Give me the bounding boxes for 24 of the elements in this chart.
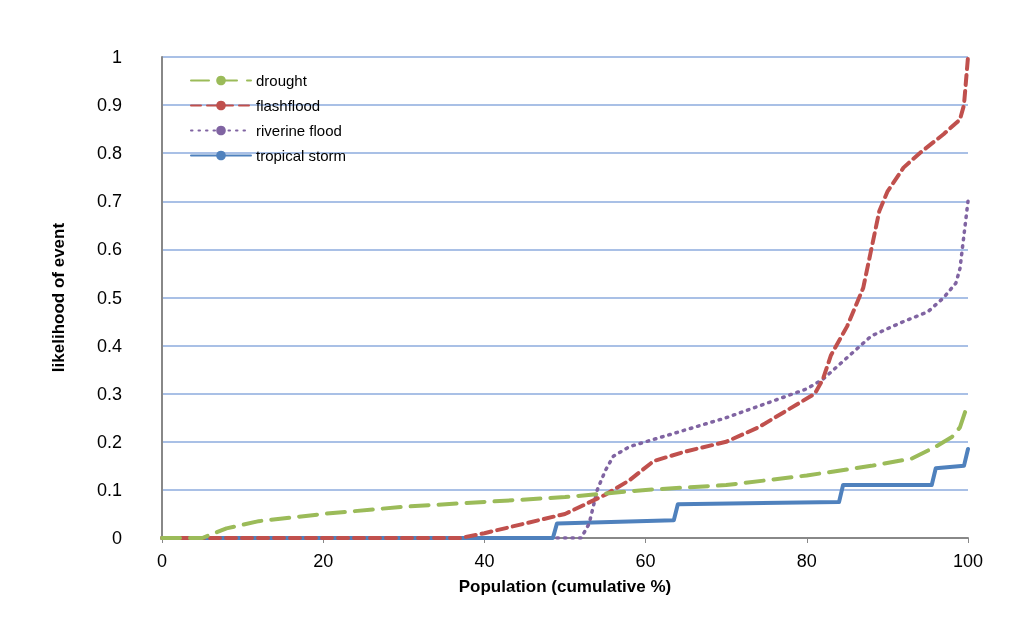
y-axis-title: likelihood of event [49, 222, 68, 373]
x-tick-label: 80 [796, 551, 817, 571]
y-tick-label: 0.2 [96, 431, 122, 452]
y-tick-label: 0.8 [96, 143, 122, 164]
y-tick-label: 0.9 [96, 95, 122, 116]
legend-label: tropical storm [256, 147, 347, 164]
legend-label: riverine flood [256, 122, 342, 139]
y-tick-label: 0.4 [96, 335, 122, 356]
line-series [555, 199, 970, 540]
y-tick-label: 0.5 [96, 287, 122, 308]
y-tick-label: 0.6 [96, 239, 122, 260]
y-tick-label: 0 [111, 528, 122, 548]
x-tick-label: 0 [156, 551, 168, 571]
y-tick-label: 0.7 [96, 191, 122, 212]
x-tick-label: 40 [474, 551, 495, 571]
x-tick-label: 20 [313, 551, 334, 571]
y-tick-label: 0.1 [96, 479, 122, 500]
x-tick-label: 60 [635, 551, 656, 571]
y-tick-label: 0.3 [96, 383, 122, 404]
x-tick-label: 100 [952, 551, 984, 571]
y-tick-label: 1 [111, 47, 122, 67]
x-axis-title: Population (cumulative %) [458, 577, 672, 596]
legend-label: flashflood [256, 97, 321, 114]
legend-label: drought [256, 72, 308, 89]
